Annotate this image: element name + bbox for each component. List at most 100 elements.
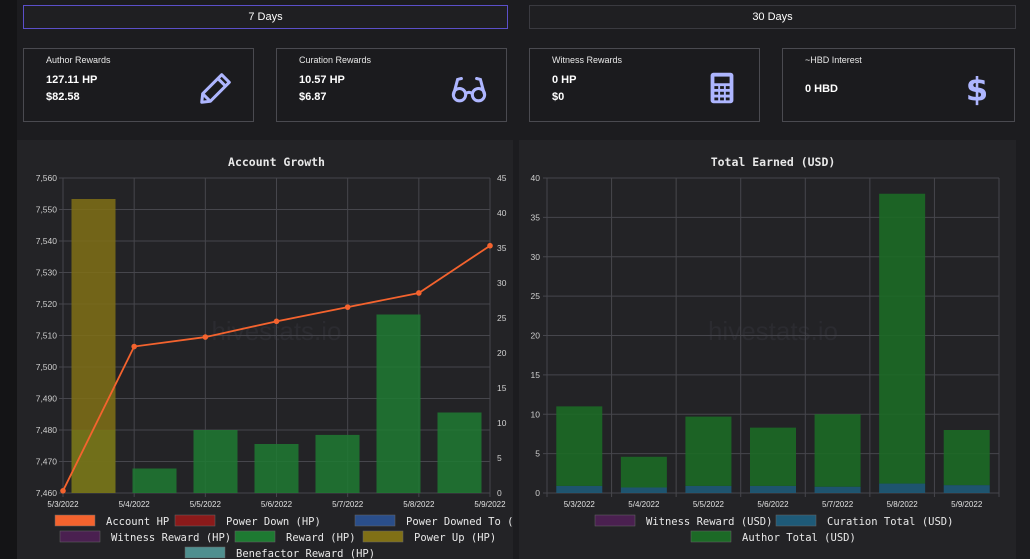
legend-swatch (184, 546, 226, 559)
bar-reward-hp- (132, 468, 177, 493)
bar-reward-hp- (376, 314, 421, 493)
x-tick-label: 5/7/2022 (822, 500, 854, 509)
total-earned-panel: Total Earned (USD) hivestats.io 0 5 10 15 20 25… (519, 140, 1016, 559)
x-tick-label: 5/9/2022 (474, 500, 506, 509)
legend-swatch (775, 514, 817, 527)
svg-text:$: $ (966, 70, 988, 107)
bar-author-total-usd- (879, 193, 926, 484)
pencil-icon (200, 73, 231, 104)
legend-label: Benefactor Reward (HP) (236, 548, 375, 559)
x-tick-label: 5/5/2022 (190, 500, 222, 509)
x-tick-label: 5/4/2022 (628, 500, 660, 509)
x-tick-label: 5/4/2022 (119, 500, 151, 509)
legend-label: Author Total (USD) (742, 532, 856, 544)
legend-swatch (690, 530, 732, 543)
x-tick-label: 5/8/2022 (403, 500, 435, 509)
y-tick-label-left: 7,480 (36, 425, 58, 435)
y-tick-label: 5 (535, 449, 540, 459)
bar-curation-total-usd- (943, 485, 990, 493)
y-tick-label-left: 7,540 (36, 236, 58, 246)
card-value-hp: 10.57 HP (299, 74, 345, 86)
legend-label: Power Down (HP) (226, 516, 321, 528)
y-tick-label-right: 45 (497, 173, 507, 183)
legend-swatch (594, 514, 636, 527)
bar-reward-hp- (254, 444, 299, 493)
legend-label: Account HP (106, 516, 169, 528)
bar-curation-total-usd- (814, 486, 861, 493)
account-hp-point (487, 242, 493, 249)
y-tick-label: 10 (531, 409, 541, 419)
account-hp-point (60, 487, 66, 494)
y-tick-label-right: 35 (497, 243, 507, 253)
bar-curation-total-usd- (620, 487, 667, 493)
legend-swatch (362, 530, 404, 543)
bar-curation-total-usd- (685, 485, 732, 493)
x-tick-label: 5/7/2022 (332, 500, 364, 509)
card-value-usd: $82.58 (46, 91, 80, 103)
account-hp-point (131, 343, 137, 350)
legend-label: Power Downed To (HP) (406, 516, 513, 528)
bar-author-total-usd- (685, 416, 732, 486)
y-tick-label-left: 7,470 (36, 457, 58, 467)
tab-7-days[interactable]: 7 Days (23, 5, 508, 29)
chart-title: Account Growth (228, 155, 325, 169)
tab-7-days-label: 7 Days (248, 11, 283, 23)
y-tick-label-left: 7,550 (36, 205, 58, 215)
y-tick-label: 40 (531, 173, 541, 183)
glasses-icon (451, 76, 487, 103)
card-label: Author Rewards (46, 55, 111, 65)
y-tick-label: 20 (531, 331, 541, 341)
bar-reward-hp- (437, 412, 482, 493)
y-tick-label-right: 30 (497, 278, 507, 288)
bar-author-total-usd- (620, 456, 667, 488)
legend-label: Witness Reward (HP) (111, 532, 231, 544)
y-tick-label-right: 15 (497, 383, 507, 393)
legend-label: Power Up (HP) (414, 532, 496, 544)
author-rewards-card: Author Rewards 127.11 HP $82.58 (23, 48, 254, 122)
curation-rewards-card: Curation Rewards 10.57 HP $6.87 (276, 48, 507, 122)
watermark: hivestats.io (708, 316, 838, 346)
y-tick-label: 30 (531, 252, 541, 262)
legend-swatch (59, 530, 101, 543)
tab-30-days[interactable]: 30 Days (529, 5, 1016, 29)
card-value-hp: 127.11 HP (46, 74, 98, 86)
bar-reward-hp- (315, 434, 360, 493)
y-tick-label: 0 (535, 488, 540, 498)
y-tick-label-right: 10 (497, 418, 507, 428)
card-value-hp: 0 HP (552, 74, 577, 86)
legend-label: Reward (HP) (286, 532, 356, 544)
legend-swatch (354, 514, 396, 527)
y-tick-label-left: 7,520 (36, 299, 58, 309)
account-hp-point (344, 304, 351, 310)
card-label: Curation Rewards (299, 55, 372, 65)
chart-title: Total Earned (USD) (711, 155, 836, 169)
bar-curation-total-usd- (750, 485, 796, 493)
x-tick-label: 5/5/2022 (693, 500, 725, 509)
y-tick-label: 15 (531, 370, 541, 380)
y-tick-label-left: 7,530 (36, 268, 58, 278)
y-tick-label-left: 7,510 (36, 331, 58, 341)
x-tick-label: 5/3/2022 (564, 500, 596, 509)
x-tick-label: 5/3/2022 (47, 500, 79, 509)
x-tick-label: 5/6/2022 (757, 500, 789, 509)
card-label: Witness Rewards (552, 55, 623, 65)
legend-label: Witness Reward (USD) (646, 516, 772, 528)
x-tick-label: 5/9/2022 (951, 500, 983, 509)
y-tick-label-right: 5 (497, 453, 502, 463)
calculator-icon (710, 72, 734, 104)
account-hp-point (202, 334, 209, 340)
legend-label: Curation Total (USD) (827, 516, 953, 528)
dollar-icon: $ (966, 70, 988, 107)
y-tick-label-right: 0 (497, 488, 502, 498)
y-tick-label: 35 (531, 212, 541, 222)
card-label: ~HBD Interest (805, 55, 862, 65)
bar-curation-total-usd- (556, 485, 603, 493)
y-tick-label-right: 40 (497, 208, 507, 218)
y-tick-label-left: 7,490 (36, 394, 58, 404)
y-tick-label-left: 7,560 (36, 173, 58, 183)
x-tick-label: 5/6/2022 (261, 500, 293, 509)
y-tick-label-right: 25 (497, 313, 507, 323)
y-tick-label: 25 (531, 291, 541, 301)
hbd-interest-card: ~HBD Interest 0 HBD $ (782, 48, 1015, 122)
bar-power-up-hp- (71, 199, 116, 493)
